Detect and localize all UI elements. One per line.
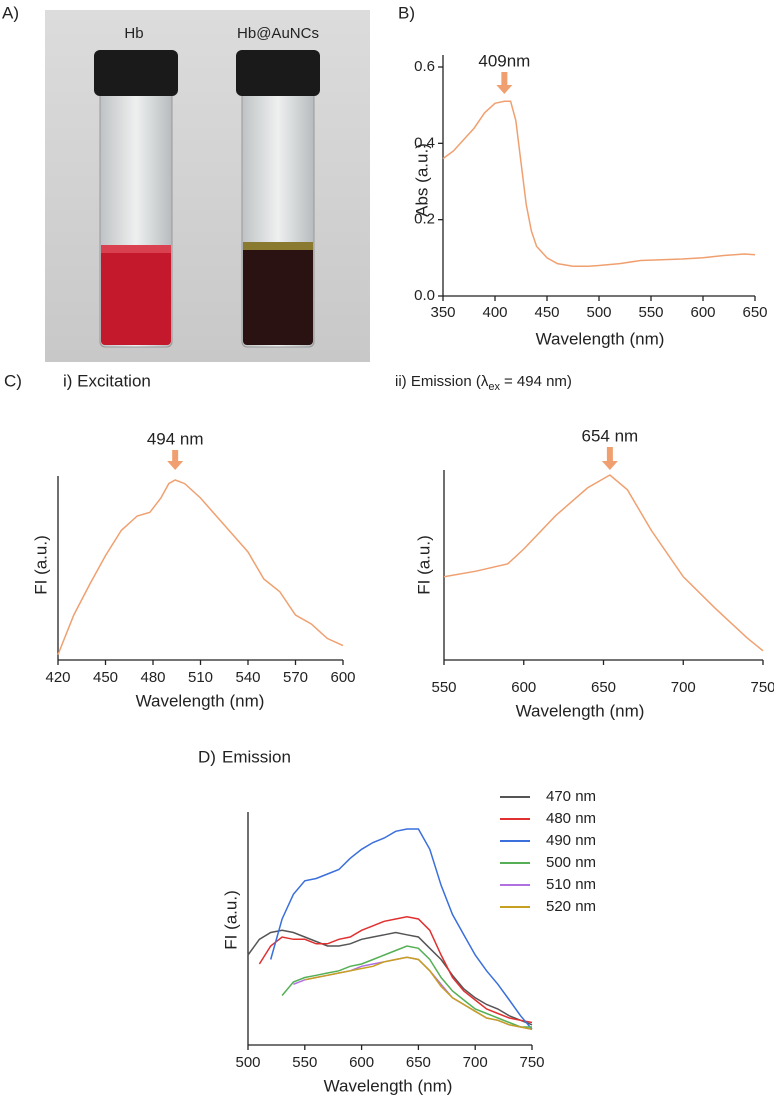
legend-label: 500 nm xyxy=(546,854,596,871)
x-axis-label: Wavelength (nm) xyxy=(324,1076,453,1095)
legend-label: 480 nm xyxy=(546,810,596,827)
y-axis-label: FI (a.u.) xyxy=(221,890,240,950)
x-axis-label: Wavelength (nm) xyxy=(536,329,665,348)
x-tick-label: 500 xyxy=(586,304,611,321)
legend-label: 490 nm xyxy=(546,832,596,849)
annotation-arrow xyxy=(167,450,184,470)
x-tick-label: 600 xyxy=(690,304,715,321)
photo: Hb Hb@AuNCs xyxy=(45,10,370,362)
y-axis-label: Abs (a.u.) xyxy=(412,143,431,217)
x-tick-label: 480 xyxy=(140,669,165,686)
x-tick-label: 600 xyxy=(511,679,536,696)
y-tick-label: 0.2 xyxy=(414,211,435,228)
x-tick-label: 550 xyxy=(638,304,663,321)
legend-label: 510 nm xyxy=(546,876,596,893)
chart-title: Emission xyxy=(222,747,291,766)
annotation: 654 nm xyxy=(582,426,639,445)
x-axis-label: Wavelength (nm) xyxy=(136,691,265,710)
x-tick-label: 650 xyxy=(742,304,767,321)
title-end: = 494 nm) xyxy=(504,373,572,390)
line xyxy=(269,828,533,1030)
x-tick-label: 420 xyxy=(45,669,70,686)
x-axis-label: Wavelength (nm) xyxy=(516,701,645,720)
x-tick-label: 550 xyxy=(431,679,456,696)
x-tick-label: 540 xyxy=(235,669,260,686)
chart-title: i) Excitation xyxy=(63,371,151,390)
panel-label: C) xyxy=(4,371,22,390)
x-tick-label: 700 xyxy=(463,1054,488,1071)
x-tick-label: 550 xyxy=(292,1054,317,1071)
line xyxy=(258,916,533,1024)
y-axis-label: FI (a.u.) xyxy=(414,535,433,595)
panel-label: A) xyxy=(2,3,19,22)
annotation: 494 nm xyxy=(147,429,204,448)
x-tick-label: 600 xyxy=(330,669,355,686)
vial-label: Hb xyxy=(124,25,143,42)
x-tick-label: 650 xyxy=(406,1054,431,1071)
line xyxy=(293,956,533,1031)
vial-label: Hb@AuNCs xyxy=(237,25,319,42)
y-tick-label: 0.0 xyxy=(414,287,435,304)
x-tick-label: 510 xyxy=(188,669,213,686)
annotation-arrow xyxy=(601,447,618,470)
line xyxy=(442,100,756,267)
x-tick-label: 600 xyxy=(349,1054,374,1071)
x-tick-label: 700 xyxy=(671,679,696,696)
chart-title: ii) Emission (λex = 494 nm) xyxy=(395,373,572,393)
x-tick-label: 570 xyxy=(283,669,308,686)
x-tick-label: 500 xyxy=(235,1054,260,1071)
x-tick-label: 450 xyxy=(93,669,118,686)
line xyxy=(247,929,533,1026)
line xyxy=(304,956,533,1031)
x-tick-label: 750 xyxy=(519,1054,544,1071)
annotation-arrow xyxy=(496,72,513,94)
y-axis-label: FI (a.u.) xyxy=(31,535,50,595)
legend-label: 520 nm xyxy=(546,898,596,915)
x-tick-label: 650 xyxy=(591,679,616,696)
line xyxy=(57,479,344,655)
x-tick-label: 450 xyxy=(534,304,559,321)
legend-label: 470 nm xyxy=(546,788,596,805)
x-tick-label: 750 xyxy=(750,679,774,696)
panel-label: B) xyxy=(398,3,415,22)
title: ii) Emission (λ xyxy=(395,373,489,390)
x-tick-label: 400 xyxy=(482,304,507,321)
panel-label: D) xyxy=(198,747,216,766)
line xyxy=(281,945,532,1028)
annotation: 409nm xyxy=(478,51,530,70)
line xyxy=(443,474,764,652)
y-tick-label: 0.6 xyxy=(414,58,435,75)
title-sub: ex xyxy=(488,381,500,393)
x-tick-label: 350 xyxy=(430,304,455,321)
y-tick-label: 0.4 xyxy=(414,134,435,151)
